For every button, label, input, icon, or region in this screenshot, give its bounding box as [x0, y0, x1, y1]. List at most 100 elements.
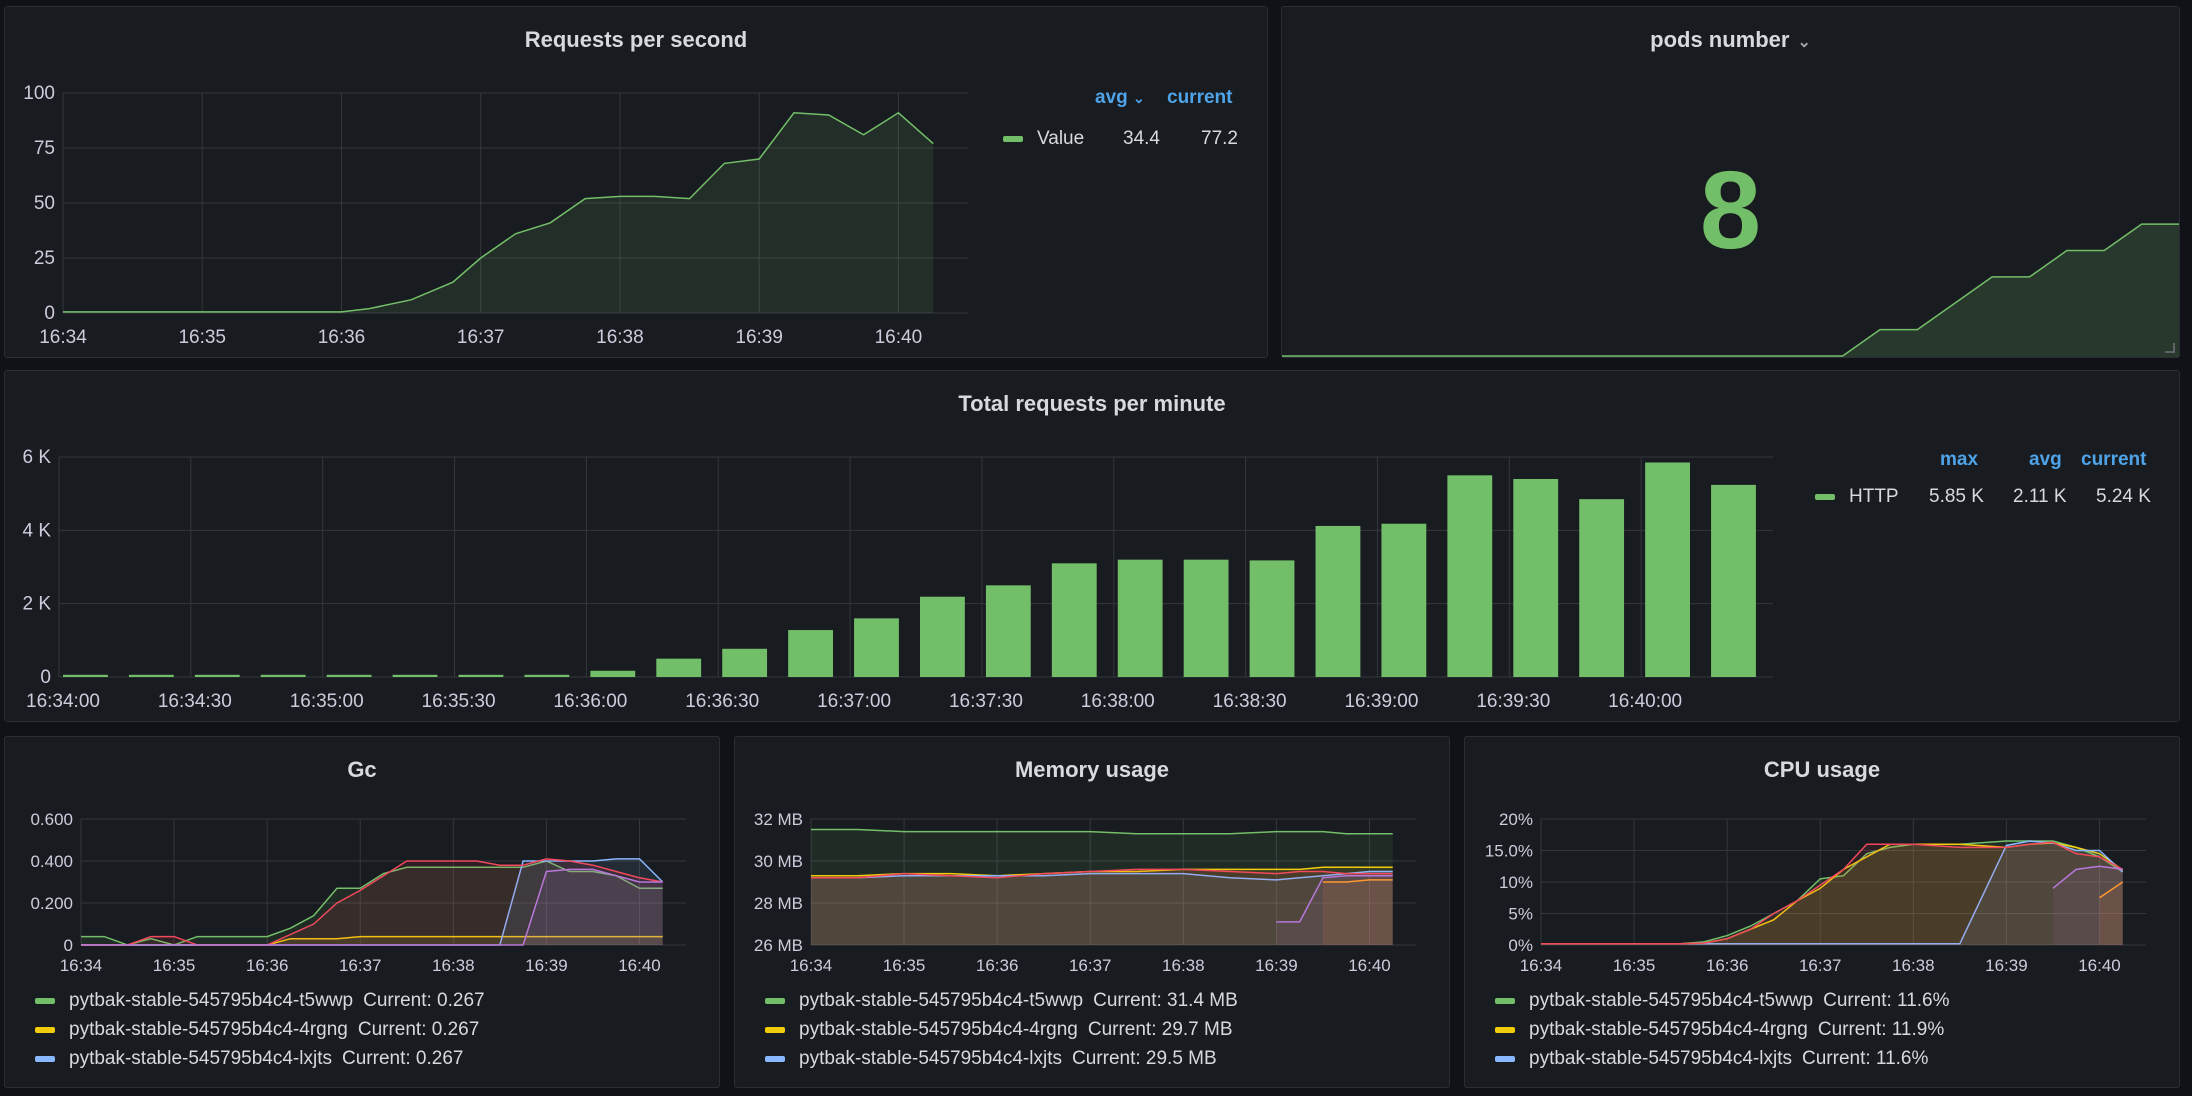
panel-pods-number[interactable]: pods number ⌄ 8 — [1281, 6, 2180, 358]
x-tick-label: 16:34 — [1520, 956, 1563, 975]
series-line — [811, 866, 1393, 877]
y-tick-label: 0.600 — [30, 810, 73, 829]
gc-chart[interactable]: 0 0.200 0.400 0.600 16:34 16:35 16:36 16:37 16:3… — [5, 787, 717, 1017]
x-tick-label: 16:34 — [790, 956, 833, 975]
x-tick-label: 16:38 — [1162, 956, 1205, 975]
legend-current-value: Current: 0.267 — [363, 990, 485, 1011]
legend-current-value: Current: 0.267 — [357, 1019, 480, 1040]
rps-chart[interactable]: 0 25 50 75 100 16:34 16:35 16:36 16:37 16:38 16:39… — [5, 59, 1005, 359]
bar — [326, 674, 372, 677]
legend-item-http[interactable]: HTTP 5.85 K 2.11 K 5.24 K — [1815, 486, 2151, 508]
y-tick-label: 28 MB — [754, 894, 803, 913]
legend-current-value: Current: 29.5 MB — [1072, 1048, 1217, 1069]
series-area — [81, 858, 663, 945]
legend-current-value: 77.2 — [1201, 128, 1238, 149]
series-area-value — [63, 112, 934, 313]
legend-header-current[interactable]: current — [2081, 449, 2147, 470]
legend-series-name: pytbak-stable-545795b4c4-t5wwp — [1529, 990, 1814, 1011]
panel-title[interactable]: CPU usage — [1763, 757, 1881, 782]
panel-title[interactable]: Requests per second — [524, 27, 748, 52]
legend-item[interactable]: pytbak-stable-545795b4c4-4rgng Current: 2… — [765, 1019, 1233, 1041]
series-swatch — [765, 998, 785, 1004]
legend-series-name: HTTP — [1849, 486, 1899, 507]
y-tick-label: 26 MB — [754, 936, 803, 955]
legend-item[interactable]: pytbak-stable-545795b4c4-lxjts Current: 0… — [35, 1048, 463, 1070]
legend-current-value: Current: 0.267 — [342, 1048, 464, 1069]
legend-current-value: Current: 11.6% — [1802, 1048, 1929, 1069]
series-line — [1276, 874, 1393, 923]
trpm-chart[interactable]: 0 2 K 4 K 6 K 16:34:00 16:34:30 16:35:00 16:35:… — [5, 423, 1805, 723]
x-tick-label: 16:37:30 — [949, 691, 1023, 712]
x-tick-label: 16:38:00 — [1081, 691, 1155, 712]
series-swatch — [1495, 1027, 1515, 1033]
chevron-down-icon: ⌄ — [1797, 34, 1811, 51]
bar — [63, 674, 108, 677]
legend-header-avg[interactable]: avg — [2029, 449, 2062, 470]
bar — [1315, 525, 1361, 677]
legend-item[interactable]: pytbak-stable-545795b4c4-t5wwp Current: 0… — [35, 990, 485, 1012]
y-tick-label: 5% — [1508, 905, 1533, 924]
y-tick-label: 20% — [1499, 810, 1533, 829]
x-tick-label: 16:40 — [875, 327, 923, 348]
legend-series-name: pytbak-stable-545795b4c4-lxjts — [799, 1048, 1062, 1069]
x-tick-label: 16:37 — [1069, 956, 1112, 975]
legend-header-avg[interactable]: avg ⌄ — [1095, 87, 1145, 108]
series-swatch — [1815, 494, 1835, 500]
legend-item-value[interactable]: Value 34.4 77.2 — [1003, 128, 1238, 150]
x-tick-label: 16:34:30 — [158, 691, 232, 712]
legend-header-current[interactable]: current — [1167, 87, 1233, 108]
series-swatch — [35, 1056, 55, 1062]
series-line — [2099, 881, 2124, 899]
legend-series-name: pytbak-stable-545795b4c4-lxjts — [1529, 1048, 1792, 1069]
y-tick-label: 4 K — [22, 520, 51, 541]
series-area — [811, 871, 1393, 945]
panel-title[interactable]: pods number ⌄ — [1650, 27, 1811, 52]
series-swatch — [1495, 1056, 1515, 1062]
panel-memory-usage[interactable]: Memory usage 26 MB 28 MB 30 MB 32 MB 16:34 16… — [734, 736, 1450, 1088]
series-area — [1276, 875, 1393, 945]
x-tick-label: 16:34 — [39, 327, 87, 348]
y-tick-label: 2 K — [22, 594, 51, 615]
panel-title[interactable]: Memory usage — [1014, 757, 1170, 782]
legend-item[interactable]: pytbak-stable-545795b4c4-4rgng Current: 0… — [35, 1019, 479, 1041]
x-tick-label: 16:39 — [1985, 956, 2028, 975]
y-tick-label: 0% — [1508, 936, 1533, 955]
legend-item[interactable]: pytbak-stable-545795b4c4-lxjts Current: 2… — [765, 1048, 1217, 1070]
legend-current-value: 5.24 K — [2096, 486, 2151, 507]
bar — [1513, 479, 1559, 677]
y-tick-label: 32 MB — [754, 810, 803, 829]
y-tick-label: 25 — [34, 248, 55, 269]
legend-header-max[interactable]: max — [1940, 449, 1979, 470]
legend-item[interactable]: pytbak-stable-545795b4c4-lxjts Current: 1… — [1495, 1048, 1928, 1070]
panel-title[interactable]: Gc — [347, 757, 377, 782]
bar — [1381, 523, 1427, 677]
panel-gc[interactable]: Gc 0 0.200 0.400 0.600 16:34 16:35 16:36 16:37 1… — [4, 736, 720, 1088]
cpu-chart[interactable]: 0% 5% 10% 15.0% 20% 16:34 16:35 16:36 16:37 16:38… — [1465, 787, 2177, 1017]
y-tick-label: 0 — [40, 667, 51, 688]
legend-item[interactable]: pytbak-stable-545795b4c4-4rgng Current: 1… — [1495, 1019, 1944, 1041]
legend-series-name: Value — [1037, 128, 1085, 149]
x-tick-label: 16:37 — [339, 956, 382, 975]
panel-cpu-usage[interactable]: CPU usage 0% 5% 10% 15.0% 20% 16:34 16:35 16:36… — [1464, 736, 2180, 1088]
bar — [1249, 560, 1295, 677]
series-line — [1541, 841, 2124, 945]
bar — [985, 585, 1031, 677]
bar — [194, 674, 240, 677]
memory-chart[interactable]: 26 MB 28 MB 30 MB 32 MB 16:34 16:35 16:36 16:37… — [735, 787, 1447, 1017]
legend-item[interactable]: pytbak-stable-545795b4c4-t5wwp Current: 1… — [1495, 990, 1950, 1012]
sparkline-line — [1282, 223, 2179, 357]
y-tick-label: 6 K — [22, 447, 51, 468]
chevron-down-icon: ⌄ — [1133, 90, 1145, 106]
x-tick-label: 16:39 — [525, 956, 568, 975]
panel-total-requests-per-minute[interactable]: Total requests per minute 0 2 K 4 K 6 K 16:3… — [4, 370, 2180, 722]
panel-title[interactable]: Total requests per minute — [958, 391, 1226, 416]
panel-requests-per-second[interactable]: Requests per second 0 25 50 75 100 16:34 16:35… — [4, 6, 1268, 358]
legend-item[interactable]: pytbak-stable-545795b4c4-t5wwp Current: 3… — [765, 990, 1238, 1012]
series-area — [811, 869, 1393, 945]
x-tick-label: 16:37 — [1799, 956, 1842, 975]
series-swatch — [35, 998, 55, 1004]
series-area — [1541, 841, 2123, 945]
resize-handle[interactable] — [2165, 343, 2175, 353]
legend-max-value: 5.85 K — [1929, 486, 1984, 507]
y-tick-label: 0.400 — [30, 852, 73, 871]
